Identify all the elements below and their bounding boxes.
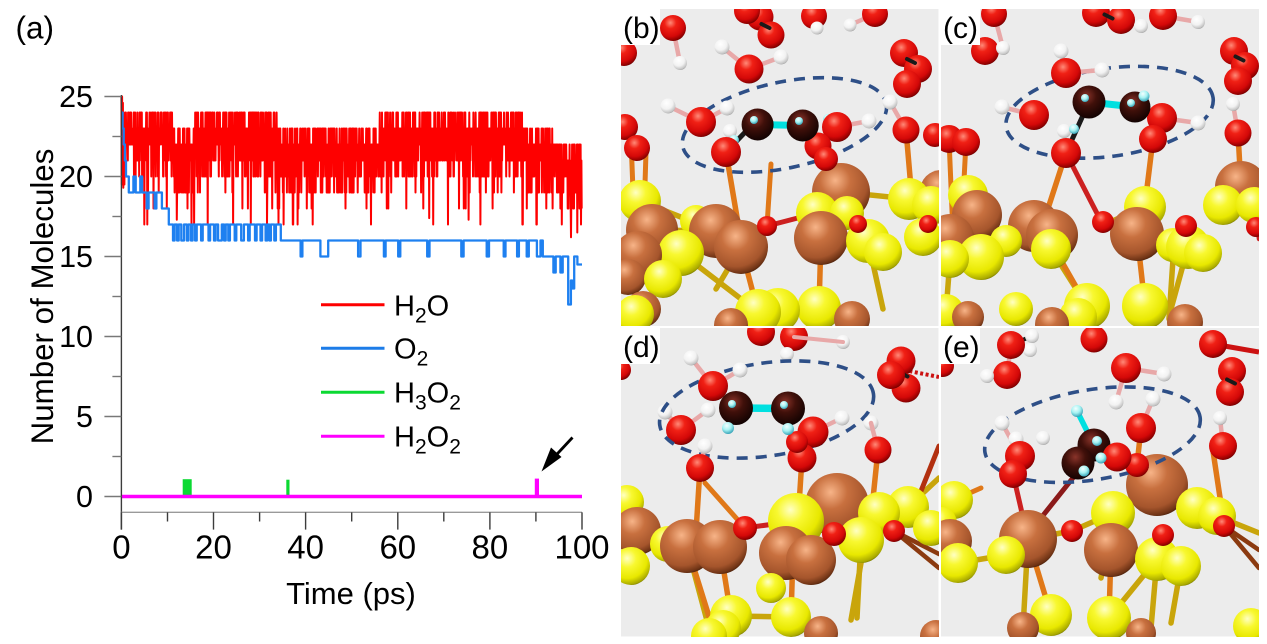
- svg-text:H3O2: H3O2: [394, 378, 461, 415]
- svg-text:(c): (c): [943, 12, 978, 45]
- svg-text:80: 80: [472, 529, 509, 566]
- svg-text:20: 20: [59, 160, 93, 194]
- svg-text:(e): (e): [943, 331, 980, 364]
- svg-text:15: 15: [59, 240, 93, 274]
- svg-text:(b): (b): [623, 12, 660, 45]
- svg-text:Number of Molecules: Number of Molecules: [25, 149, 60, 445]
- svg-text:40: 40: [287, 529, 324, 566]
- svg-text:H2O: H2O: [394, 290, 449, 327]
- svg-text:H2O2: H2O2: [394, 422, 461, 459]
- svg-text:5: 5: [76, 400, 93, 434]
- svg-text:(d): (d): [623, 331, 660, 364]
- svg-text:20: 20: [195, 529, 232, 566]
- svg-text:0: 0: [76, 480, 93, 514]
- svg-text:(a): (a): [16, 10, 55, 46]
- svg-text:25: 25: [59, 80, 93, 114]
- svg-text:10: 10: [59, 320, 93, 354]
- svg-text:0: 0: [112, 529, 130, 566]
- svg-text:O2: O2: [394, 334, 428, 371]
- svg-text:Time (ps): Time (ps): [286, 576, 416, 611]
- svg-text:100: 100: [554, 529, 609, 566]
- svg-text:60: 60: [379, 529, 416, 566]
